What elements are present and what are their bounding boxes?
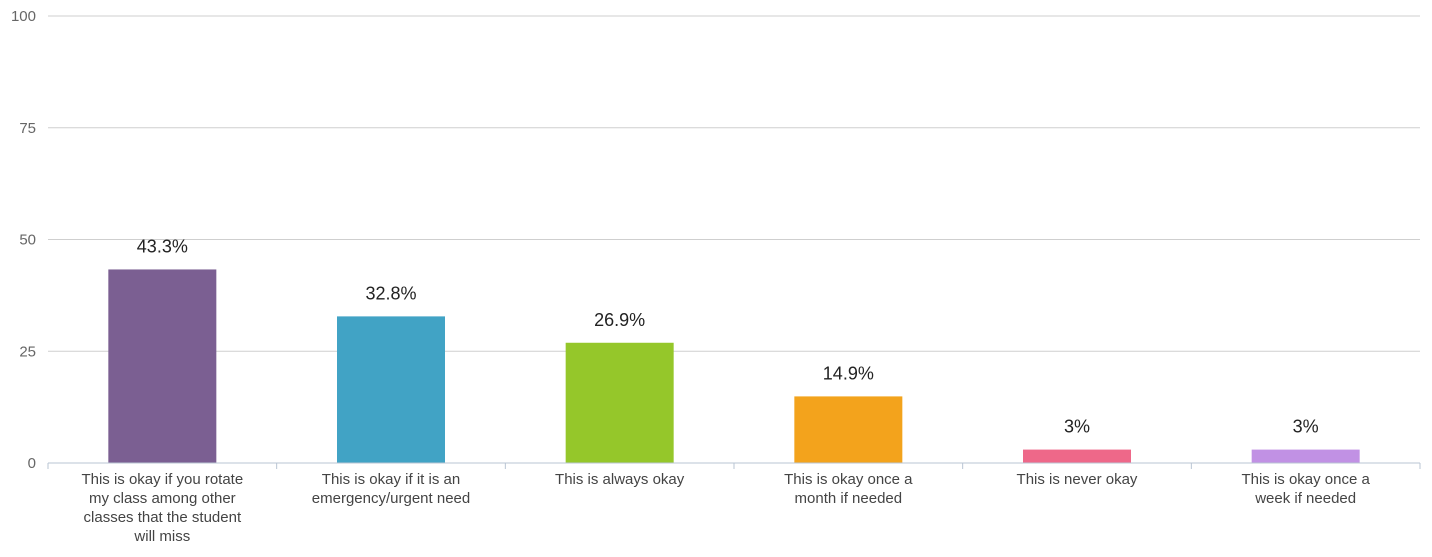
data-label: 3% — [1064, 417, 1090, 437]
gridlines — [48, 15, 1420, 352]
y-axis-ticks: 0 25 50 75 100 — [11, 8, 36, 472]
category-label: This is okay once a month if needed — [784, 471, 913, 507]
y-tick-label: 25 — [19, 343, 36, 360]
data-label: 14.9% — [823, 363, 874, 383]
data-labels: 43.3% 32.8% 26.9% 14.9% 3% 3% — [137, 236, 1319, 436]
category-label: This is okay if it is an emergency/urgent… — [312, 471, 470, 507]
bar — [337, 316, 445, 463]
bar — [1251, 449, 1360, 463]
data-label: 26.9% — [594, 310, 645, 330]
y-tick-label: 50 — [19, 232, 36, 249]
category-labels: This is okay if you rotate my class among… — [81, 471, 1370, 545]
category-label: This is never okay — [1017, 471, 1138, 488]
bar — [565, 342, 674, 463]
category-label: This is always okay — [555, 471, 685, 488]
category-label: This is okay if you rotate my class among… — [81, 471, 243, 545]
y-tick-label: 0 — [28, 455, 36, 472]
data-label: 32.8% — [365, 283, 416, 303]
y-tick-label: 100 — [11, 8, 36, 25]
bars — [108, 269, 1360, 463]
y-tick-label: 75 — [19, 120, 36, 137]
bar — [794, 396, 903, 463]
bar — [1023, 449, 1131, 463]
x-axis — [47, 462, 1421, 469]
category-label: This is okay once a week if needed — [1241, 471, 1370, 507]
data-label: 3% — [1293, 417, 1319, 437]
data-label: 43.3% — [137, 236, 188, 256]
bar — [108, 269, 217, 463]
